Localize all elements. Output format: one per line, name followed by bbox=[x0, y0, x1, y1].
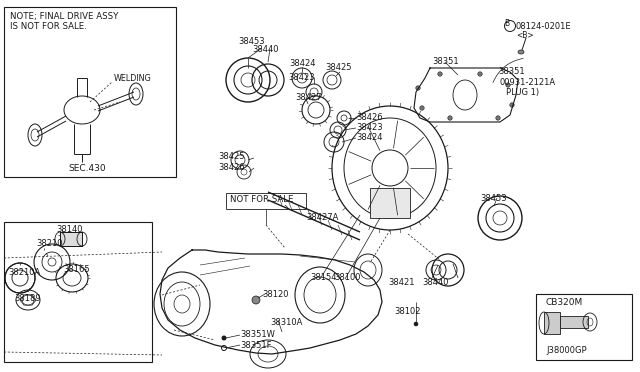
Circle shape bbox=[478, 72, 482, 76]
Text: NOTE; FINAL DRIVE ASSY: NOTE; FINAL DRIVE ASSY bbox=[10, 12, 118, 21]
Text: 38351F: 38351F bbox=[240, 341, 271, 350]
Text: 38453: 38453 bbox=[480, 194, 507, 203]
Text: 38102: 38102 bbox=[394, 307, 420, 316]
Text: 38210: 38210 bbox=[36, 239, 63, 248]
Bar bbox=[560, 316, 588, 328]
Text: 38154: 38154 bbox=[310, 273, 337, 282]
Circle shape bbox=[438, 72, 442, 76]
Text: 38425: 38425 bbox=[218, 152, 244, 161]
Circle shape bbox=[448, 116, 452, 120]
Text: 38310A: 38310A bbox=[270, 318, 302, 327]
Circle shape bbox=[506, 83, 510, 87]
Text: WELDING: WELDING bbox=[114, 74, 152, 83]
Text: 38120: 38120 bbox=[262, 290, 289, 299]
Bar bbox=[4, 222, 152, 362]
Bar bbox=[544, 312, 560, 334]
Text: 38426: 38426 bbox=[218, 163, 244, 172]
Text: 38351: 38351 bbox=[432, 57, 459, 66]
Text: 38427: 38427 bbox=[295, 93, 322, 102]
Text: 38423: 38423 bbox=[288, 73, 315, 82]
Text: 38100: 38100 bbox=[334, 273, 360, 282]
Bar bbox=[4, 7, 176, 177]
Ellipse shape bbox=[414, 322, 418, 326]
Text: 38351: 38351 bbox=[498, 67, 525, 76]
Text: IS NOT FOR SALE.: IS NOT FOR SALE. bbox=[10, 22, 87, 31]
Text: SEC.430: SEC.430 bbox=[68, 164, 106, 173]
Text: J38000GP: J38000GP bbox=[546, 346, 587, 355]
Text: 38425: 38425 bbox=[325, 63, 351, 72]
Polygon shape bbox=[12, 270, 28, 286]
Text: 38424: 38424 bbox=[289, 59, 316, 68]
Circle shape bbox=[420, 106, 424, 110]
Ellipse shape bbox=[518, 50, 524, 54]
Circle shape bbox=[496, 116, 500, 120]
Text: 38427A: 38427A bbox=[306, 213, 339, 222]
Text: B: B bbox=[504, 19, 509, 28]
Bar bbox=[536, 294, 632, 360]
Text: 38440: 38440 bbox=[252, 45, 278, 54]
Text: 38421: 38421 bbox=[388, 278, 415, 287]
Circle shape bbox=[416, 86, 420, 90]
Text: 38210A: 38210A bbox=[8, 268, 40, 277]
Ellipse shape bbox=[252, 296, 260, 304]
Bar bbox=[60, 232, 82, 246]
Text: 38140: 38140 bbox=[56, 225, 83, 234]
Text: 38426: 38426 bbox=[356, 113, 383, 122]
Bar bbox=[370, 188, 410, 218]
Circle shape bbox=[510, 103, 514, 107]
Text: 00931-2121A: 00931-2121A bbox=[500, 78, 556, 87]
Text: PLUG 1): PLUG 1) bbox=[506, 88, 539, 97]
Text: 38423: 38423 bbox=[356, 123, 383, 132]
Text: 38351W: 38351W bbox=[240, 330, 275, 339]
Text: NOT FOR SALE: NOT FOR SALE bbox=[230, 195, 294, 204]
Circle shape bbox=[221, 336, 227, 340]
Text: 08124-0201E: 08124-0201E bbox=[516, 22, 572, 31]
Text: 38453: 38453 bbox=[238, 37, 264, 46]
Text: 38440: 38440 bbox=[422, 278, 449, 287]
Text: CB320M: CB320M bbox=[546, 298, 583, 307]
Bar bbox=[226, 193, 306, 209]
Text: 38189: 38189 bbox=[14, 294, 40, 303]
Polygon shape bbox=[5, 263, 35, 293]
Text: 38424: 38424 bbox=[356, 133, 383, 142]
Text: 38165: 38165 bbox=[63, 265, 90, 274]
Text: <B>: <B> bbox=[516, 31, 534, 40]
